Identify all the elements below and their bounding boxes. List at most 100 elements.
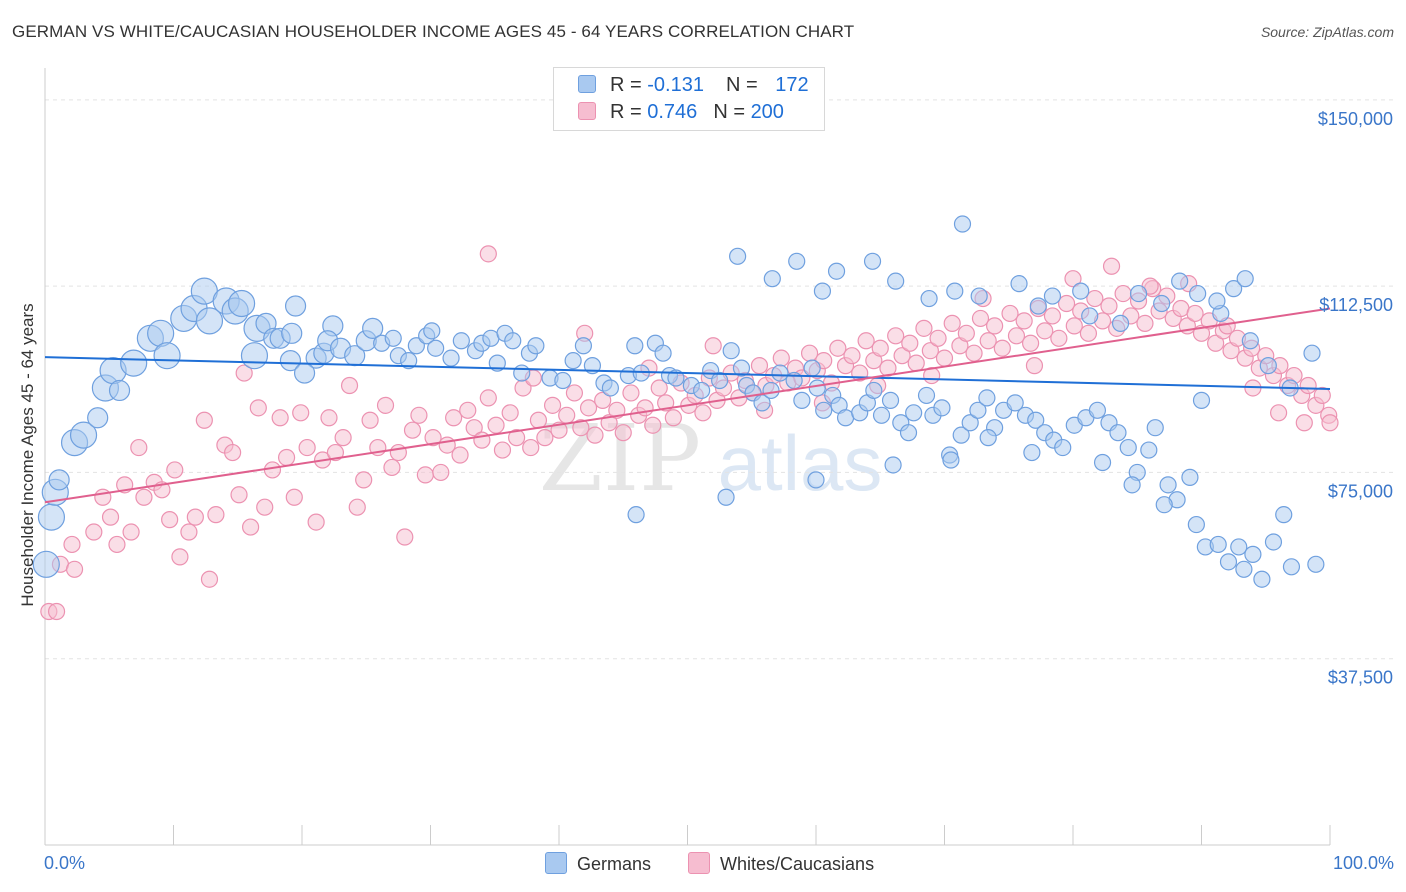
white-point (166, 461, 184, 479)
german-point (1253, 570, 1271, 588)
white-point (396, 528, 414, 546)
white-point (871, 339, 889, 357)
german-point (1181, 468, 1199, 486)
german-point (37, 503, 66, 531)
german-point (1109, 424, 1127, 442)
x-tick-label-max: 100.0% (1332, 853, 1394, 873)
germans-series (32, 215, 1325, 588)
white-point (1100, 297, 1118, 315)
german-point (1140, 441, 1158, 459)
bottom-legend-label-germans: Germans (577, 854, 652, 874)
white-point (1321, 414, 1339, 432)
german-point (195, 307, 224, 335)
white-point (704, 337, 722, 355)
german-point (1146, 419, 1164, 437)
german-point (574, 337, 593, 355)
legend-r-label: R = (610, 74, 648, 96)
german-point (693, 381, 711, 400)
white-point (424, 429, 442, 447)
white-point (1065, 317, 1083, 335)
german-point (722, 342, 740, 360)
white-point (271, 409, 289, 427)
white-point (256, 498, 274, 516)
legend-swatch-whites (578, 102, 596, 120)
german-point (1119, 438, 1137, 457)
y-tick-labels: $37,500 $75,000 $112,500 $150,000 (1318, 109, 1393, 688)
german-point (1006, 394, 1024, 412)
white-point (326, 443, 345, 462)
white-point (893, 347, 911, 365)
chart-title: GERMAN VS WHITE/CAUCASIAN HOUSEHOLDER IN… (12, 22, 855, 41)
legend-n-value-whites: 200 (750, 101, 784, 123)
white-point (915, 319, 933, 337)
white-point (979, 332, 997, 350)
german-point (863, 252, 882, 270)
legend-row-whites: R = 0.746 N = 200 (578, 101, 784, 127)
white-point (277, 448, 296, 467)
white-point (242, 518, 260, 536)
white-point (529, 411, 548, 429)
bottom-legend-whites: Whites/Caucasians (688, 852, 874, 875)
whites-caucasians-series (40, 245, 1339, 621)
german-point (87, 407, 109, 429)
german-point (762, 381, 780, 400)
german-point (1054, 438, 1072, 457)
german-point (1209, 535, 1227, 554)
german-point (920, 289, 938, 308)
german-point (384, 329, 402, 347)
german-point (228, 289, 256, 318)
german-point (953, 215, 972, 233)
german-point (281, 322, 303, 344)
white-point (1043, 307, 1062, 325)
german-point (427, 339, 445, 357)
white-point (1295, 414, 1313, 432)
german-point (400, 352, 418, 370)
german-point (899, 424, 918, 442)
white-point (235, 364, 253, 382)
white-point (85, 523, 103, 541)
white-point (772, 349, 790, 367)
white-point (501, 404, 519, 422)
german-point (626, 337, 644, 355)
white-point (459, 401, 477, 419)
legend-row-germans: R = -0.131 N = 172 (578, 74, 809, 100)
white-point (383, 458, 401, 477)
white-point (929, 329, 947, 347)
german-point (120, 349, 148, 377)
white-point (135, 488, 153, 506)
white-point (1207, 334, 1225, 352)
german-point (1187, 515, 1205, 534)
white-point (161, 511, 179, 529)
white-point (200, 570, 219, 588)
german-point (1171, 272, 1189, 290)
white-point (479, 245, 497, 263)
white-point (307, 513, 325, 531)
german-point (279, 350, 302, 372)
german-point (504, 332, 522, 350)
german-point (452, 332, 470, 350)
white-point (285, 488, 303, 506)
german-point (979, 429, 997, 447)
legend-r-value-germans: -0.131 (647, 74, 704, 96)
white-point (1102, 257, 1121, 275)
white-point (403, 421, 422, 439)
white-point (298, 438, 316, 457)
white-point (565, 384, 584, 402)
y-tick-label: $150,000 (1318, 109, 1393, 129)
white-point (935, 349, 954, 367)
germans-trend-line (44, 356, 1331, 390)
white-point (644, 416, 662, 434)
white-point (410, 406, 428, 424)
white-point (355, 471, 373, 489)
chart-source: Source: ZipAtlas.com (1260, 24, 1394, 40)
german-point (1123, 476, 1141, 494)
white-point (901, 334, 919, 352)
german-point (946, 282, 964, 300)
german-point (1155, 496, 1173, 514)
german-point (711, 371, 729, 390)
white-point (1025, 357, 1044, 375)
white-point (1050, 329, 1068, 347)
german-point (1219, 553, 1238, 571)
white-point (1186, 304, 1204, 323)
